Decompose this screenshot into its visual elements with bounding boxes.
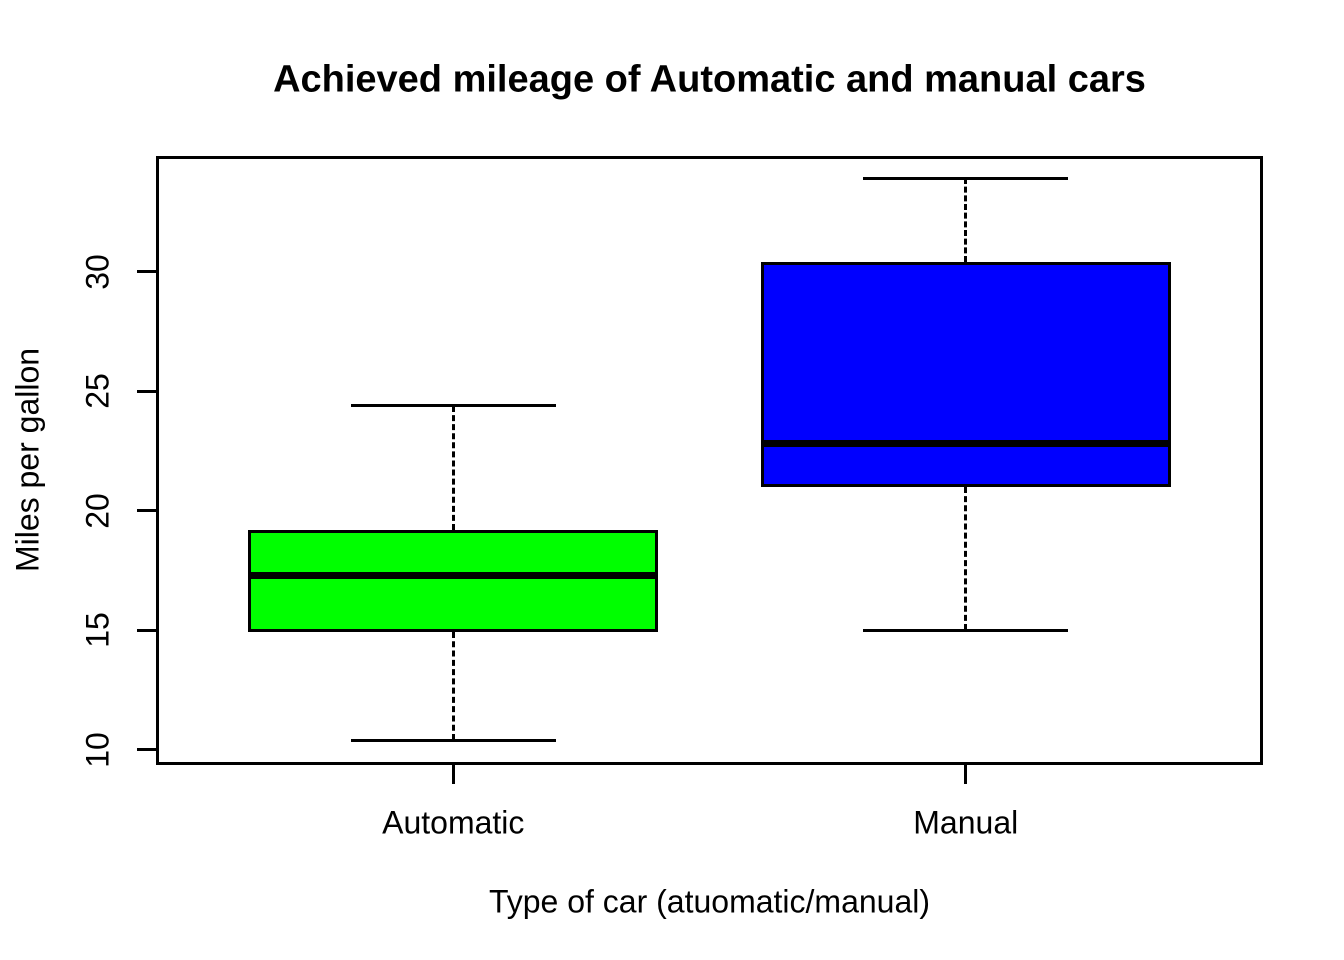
whisker-cap-upper — [350, 404, 556, 408]
y-tick — [137, 628, 156, 632]
y-axis-label: Miles per gallon — [9, 347, 46, 573]
y-tick-label: 25 — [79, 373, 116, 410]
x-axis-label: Type of car (atuomatic/manual) — [488, 883, 931, 920]
whisker-cap-upper — [863, 176, 1069, 180]
whisker-cap-lower — [350, 738, 556, 742]
x-tick — [964, 765, 968, 784]
y-tick-label: 15 — [79, 612, 116, 649]
y-tick-label: 30 — [79, 253, 116, 290]
y-tick — [137, 748, 156, 752]
y-tick — [137, 389, 156, 393]
whisker-lower-line — [451, 631, 455, 741]
median-line-automatic — [248, 571, 659, 579]
chart-title: Achieved mileage of Automatic and manual… — [273, 58, 1146, 101]
y-tick — [137, 509, 156, 513]
box-manual — [760, 262, 1171, 487]
whisker-upper-line — [451, 405, 455, 530]
whisker-upper-line — [964, 178, 968, 263]
y-tick-label: 10 — [79, 732, 116, 768]
whisker-lower-line — [964, 486, 968, 631]
x-tick-label: Automatic — [382, 804, 525, 841]
x-tick-label: Manual — [913, 804, 1019, 841]
median-line-manual — [760, 440, 1171, 448]
box-automatic — [248, 529, 659, 632]
y-tick-label: 20 — [79, 493, 116, 529]
whisker-cap-lower — [863, 628, 1069, 632]
x-tick — [451, 765, 455, 784]
y-tick — [137, 270, 156, 274]
